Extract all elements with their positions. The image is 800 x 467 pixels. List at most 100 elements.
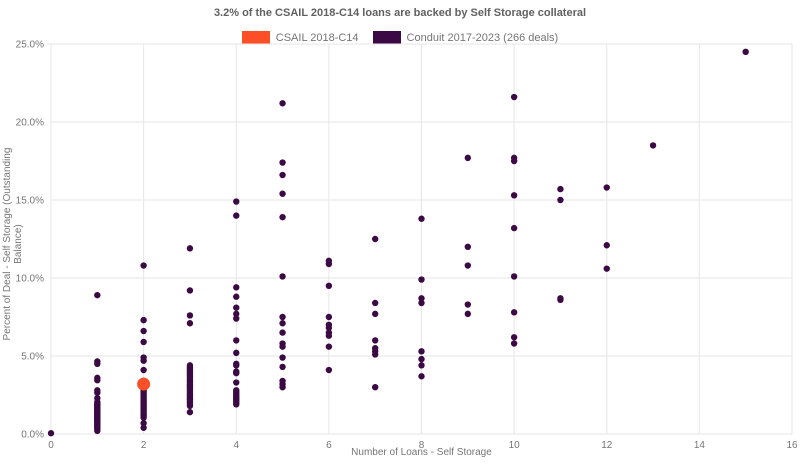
y-tick-label: 25.0% bbox=[16, 40, 44, 51]
x-tick-label: 12 bbox=[601, 440, 613, 451]
conduit-data-point bbox=[325, 366, 333, 374]
conduit-data-point bbox=[371, 235, 379, 243]
conduit-data-point bbox=[418, 215, 425, 222]
conduit-data-point bbox=[418, 348, 425, 355]
conduit-data-point bbox=[233, 379, 240, 386]
conduit-data-point bbox=[47, 430, 55, 437]
conduit-data-point bbox=[418, 373, 425, 380]
x-tick-label: 2 bbox=[141, 440, 147, 451]
conduit-data-point bbox=[325, 332, 333, 339]
conduit-data-point bbox=[325, 324, 333, 332]
conduit-data-point bbox=[279, 213, 286, 221]
conduit-data-point bbox=[510, 334, 518, 341]
conduit-data-point bbox=[94, 427, 101, 435]
x-tick-label: 0 bbox=[48, 440, 54, 451]
conduit-data-point bbox=[510, 224, 518, 232]
conduit-data-point bbox=[603, 242, 610, 249]
conduit-data-point bbox=[418, 362, 425, 369]
conduit-data-point bbox=[140, 357, 147, 364]
conduit-data-point bbox=[325, 282, 333, 289]
legend-item-csail: CSAIL 2018-C14 bbox=[241, 31, 359, 44]
conduit-data-point bbox=[233, 349, 240, 357]
conduit-data-point bbox=[140, 419, 147, 427]
conduit-data-point bbox=[233, 212, 240, 219]
conduit-data-point bbox=[233, 401, 240, 408]
conduit-data-point bbox=[279, 320, 286, 327]
legend-label-conduit: Conduit 2017-2023 (266 deals) bbox=[406, 31, 559, 44]
conduit-data-point bbox=[94, 360, 101, 367]
conduit-data-point bbox=[279, 354, 286, 361]
conduit-data-point bbox=[371, 337, 379, 344]
y-tick-label: 5.0% bbox=[21, 352, 44, 363]
conduit-data-point bbox=[464, 310, 472, 318]
conduit-data-point bbox=[603, 265, 610, 272]
conduit-data-point bbox=[233, 369, 240, 377]
legend-label-csail: CSAIL 2018-C14 bbox=[275, 31, 359, 44]
legend: CSAIL 2018-C14 Conduit 2017-2023 (266 de… bbox=[0, 31, 800, 44]
conduit-data-point bbox=[233, 315, 240, 322]
conduit-data-point bbox=[279, 343, 286, 350]
conduit-data-point bbox=[649, 142, 657, 149]
conduit-data-point bbox=[279, 100, 286, 107]
conduit-data-point bbox=[279, 329, 286, 336]
conduit-data-point bbox=[510, 273, 518, 280]
conduit-data-point bbox=[140, 327, 147, 335]
chart-title: 3.2% of the CSAIL 2018-C14 loans are bac… bbox=[213, 7, 587, 19]
conduit-data-point bbox=[325, 343, 333, 350]
csail-data-point bbox=[137, 377, 151, 391]
y-tick-label: 0.0% bbox=[21, 430, 44, 441]
conduit-data-point bbox=[279, 384, 286, 391]
conduit-data-point bbox=[371, 310, 379, 318]
conduit-data-point bbox=[418, 299, 425, 307]
conduit-data-point bbox=[325, 313, 333, 321]
conduit-data-point bbox=[510, 340, 518, 347]
x-tick-label: 6 bbox=[326, 440, 332, 451]
conduit-data-point bbox=[94, 291, 101, 299]
x-tick-label: 10 bbox=[509, 440, 521, 451]
conduit-data-point bbox=[603, 184, 610, 191]
conduit-data-point bbox=[140, 262, 147, 269]
y-tick-label: 10.0% bbox=[16, 274, 44, 285]
conduit-data-point bbox=[557, 185, 564, 193]
conduit-data-point bbox=[233, 284, 240, 291]
conduit-data-point bbox=[557, 196, 564, 204]
x-axis-title: Number of Loans - Self Storage bbox=[351, 447, 492, 458]
conduit-data-point bbox=[279, 273, 286, 280]
legend-item-conduit: Conduit 2017-2023 (266 deals) bbox=[372, 31, 559, 44]
conduit-data-point bbox=[371, 351, 379, 358]
conduit-data-point bbox=[279, 313, 286, 321]
conduit-data-point bbox=[557, 296, 564, 304]
conduit-data-point bbox=[140, 424, 147, 431]
y-tick-label: 20.0% bbox=[16, 118, 44, 129]
conduit-data-point bbox=[233, 198, 240, 205]
conduit-data-point bbox=[140, 316, 147, 324]
conduit-data-point bbox=[233, 304, 240, 311]
conduit-data-point bbox=[94, 376, 101, 384]
x-tick-label: 4 bbox=[233, 440, 239, 451]
conduit-data-point bbox=[233, 293, 240, 300]
conduit-data-point bbox=[325, 260, 333, 268]
conduit-data-point bbox=[186, 245, 194, 252]
conduit-data-point bbox=[186, 402, 194, 410]
conduit-data-point bbox=[371, 299, 379, 307]
conduit-data-point bbox=[94, 389, 101, 396]
conduit-data-point bbox=[186, 312, 194, 319]
conduit-data-point bbox=[418, 355, 425, 363]
conduit-data-point bbox=[418, 276, 425, 283]
x-tick-label: 14 bbox=[694, 440, 706, 451]
conduit-data-point bbox=[233, 362, 240, 369]
conduit-data-point bbox=[510, 93, 518, 101]
conduit-data-point bbox=[279, 363, 286, 371]
conduit-data-point bbox=[279, 159, 286, 166]
x-tick-label: 16 bbox=[786, 440, 798, 451]
conduit-data-point bbox=[464, 262, 472, 269]
x-tick-label: 8 bbox=[419, 440, 425, 451]
conduit-data-point bbox=[510, 192, 518, 199]
conduit-data-point bbox=[279, 171, 286, 179]
conduit-data-point bbox=[279, 190, 286, 197]
legend-swatch-conduit bbox=[372, 31, 401, 44]
conduit-data-point bbox=[510, 157, 518, 165]
conduit-data-point bbox=[140, 366, 147, 374]
